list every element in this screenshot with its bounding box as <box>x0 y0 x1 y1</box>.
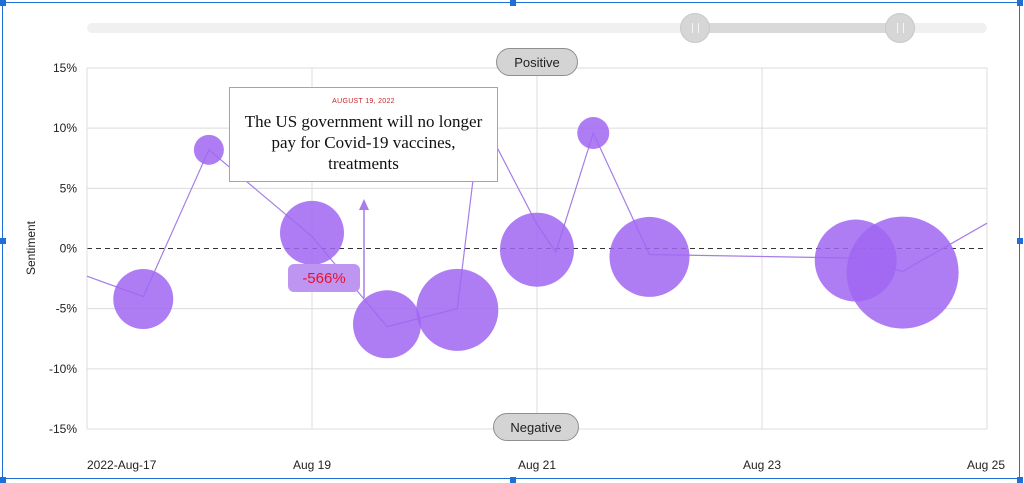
x-tick-label: Aug 21 <box>518 458 556 472</box>
y-tick-label: 15% <box>53 61 77 75</box>
grip-icon <box>896 23 904 33</box>
sentiment-change-badge: -566% <box>288 264 360 292</box>
y-axis-title: Sentiment <box>24 220 38 276</box>
sentiment-bubble <box>113 269 174 330</box>
resize-handle-top-center[interactable] <box>510 0 516 6</box>
slider-end-handle[interactable] <box>885 13 915 43</box>
tooltip-headline[interactable]: The US government will no longer pay for… <box>244 112 483 173</box>
y-tick-label: -10% <box>49 362 77 376</box>
x-tick-label: Aug 23 <box>743 458 781 472</box>
sentiment-bubble <box>500 212 574 287</box>
resize-handle-mid-right[interactable] <box>1017 238 1023 244</box>
resize-handle-bottom-right[interactable] <box>1017 477 1023 483</box>
sentiment-bubble <box>280 200 344 265</box>
sentiment-bubble <box>846 216 959 329</box>
sentiment-bubble <box>577 116 610 149</box>
grip-icon <box>691 23 699 33</box>
sentiment-bubbles <box>113 116 959 359</box>
tooltip-pointer <box>359 199 369 298</box>
x-tick-label: Aug 19 <box>293 458 331 472</box>
resize-handle-mid-left[interactable] <box>0 238 6 244</box>
y-tick-label: -5% <box>56 302 78 316</box>
sentiment-bubble <box>416 268 499 351</box>
sentiment-bubble <box>193 134 224 165</box>
resize-handle-top-right[interactable] <box>1017 0 1023 6</box>
tooltip-date: AUGUST 19, 2022 <box>332 98 395 105</box>
resize-handle-bottom-center[interactable] <box>510 477 516 483</box>
pointer-arrowhead-icon <box>359 199 369 210</box>
sentiment-bubble <box>609 216 690 297</box>
chart-axes: 15% 10% 5% 0% -5% -10% -15% 2022-Aug-17 Aug 19 Au… <box>49 61 1005 472</box>
y-tick-label: 10% <box>53 121 77 135</box>
y-tick-label: 5% <box>60 181 78 195</box>
x-tick-label: 2022-Aug-17 <box>87 458 157 472</box>
negative-button[interactable]: Negative <box>493 413 579 441</box>
sentiment-bubble <box>353 290 421 359</box>
slider-start-handle[interactable] <box>680 13 710 43</box>
y-tick-label: -15% <box>49 422 77 436</box>
resize-handle-top-left[interactable] <box>0 0 6 6</box>
date-range-slider-track[interactable] <box>87 23 987 33</box>
news-tooltip[interactable]: AUGUST 19, 2022 The US government will n… <box>229 87 498 182</box>
date-range-slider-selection[interactable] <box>695 23 900 33</box>
x-tick-label: Aug 25 <box>967 458 1005 472</box>
positive-button[interactable]: Positive <box>496 48 578 76</box>
y-tick-label: 0% <box>60 242 78 256</box>
resize-handle-bottom-left[interactable] <box>0 477 6 483</box>
